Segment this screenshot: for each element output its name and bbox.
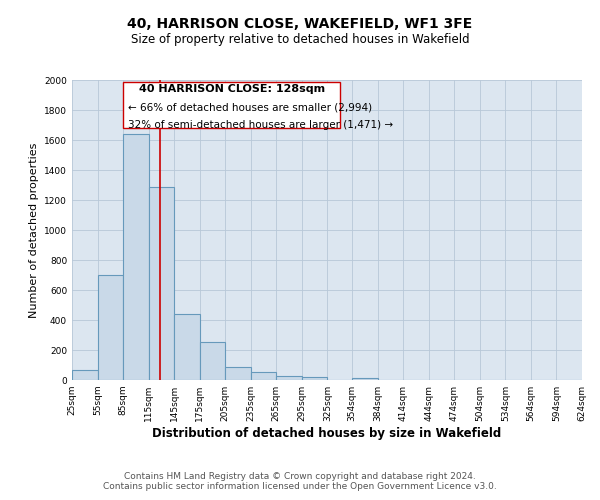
Bar (251, 372, 277, 380)
Bar (149, 186, 174, 380)
Text: Contains HM Land Registry data © Crown copyright and database right 2024.: Contains HM Land Registry data © Crown c… (124, 472, 476, 481)
Bar (200, 342, 225, 380)
FancyBboxPatch shape (123, 82, 340, 128)
Y-axis label: Number of detached properties: Number of detached properties (29, 142, 38, 318)
Text: 40 HARRISON CLOSE: 128sqm: 40 HARRISON CLOSE: 128sqm (139, 84, 325, 94)
Bar (123, 134, 149, 380)
X-axis label: Distribution of detached houses by size in Wakefield: Distribution of detached houses by size … (152, 427, 502, 440)
Bar (352, 378, 377, 380)
Text: Size of property relative to detached houses in Wakefield: Size of property relative to detached ho… (131, 32, 469, 46)
Text: ← 66% of detached houses are smaller (2,994): ← 66% of detached houses are smaller (2,… (128, 102, 373, 113)
Bar (72, 370, 98, 380)
Text: 40, HARRISON CLOSE, WAKEFIELD, WF1 3FE: 40, HARRISON CLOSE, WAKEFIELD, WF1 3FE (127, 18, 473, 32)
Bar (277, 376, 302, 380)
Bar (174, 314, 200, 380)
Text: Contains public sector information licensed under the Open Government Licence v3: Contains public sector information licen… (103, 482, 497, 491)
Text: 32% of semi-detached houses are larger (1,471) →: 32% of semi-detached houses are larger (… (128, 120, 394, 130)
Bar (225, 366, 251, 380)
Bar (302, 377, 328, 380)
Bar (98, 275, 123, 380)
